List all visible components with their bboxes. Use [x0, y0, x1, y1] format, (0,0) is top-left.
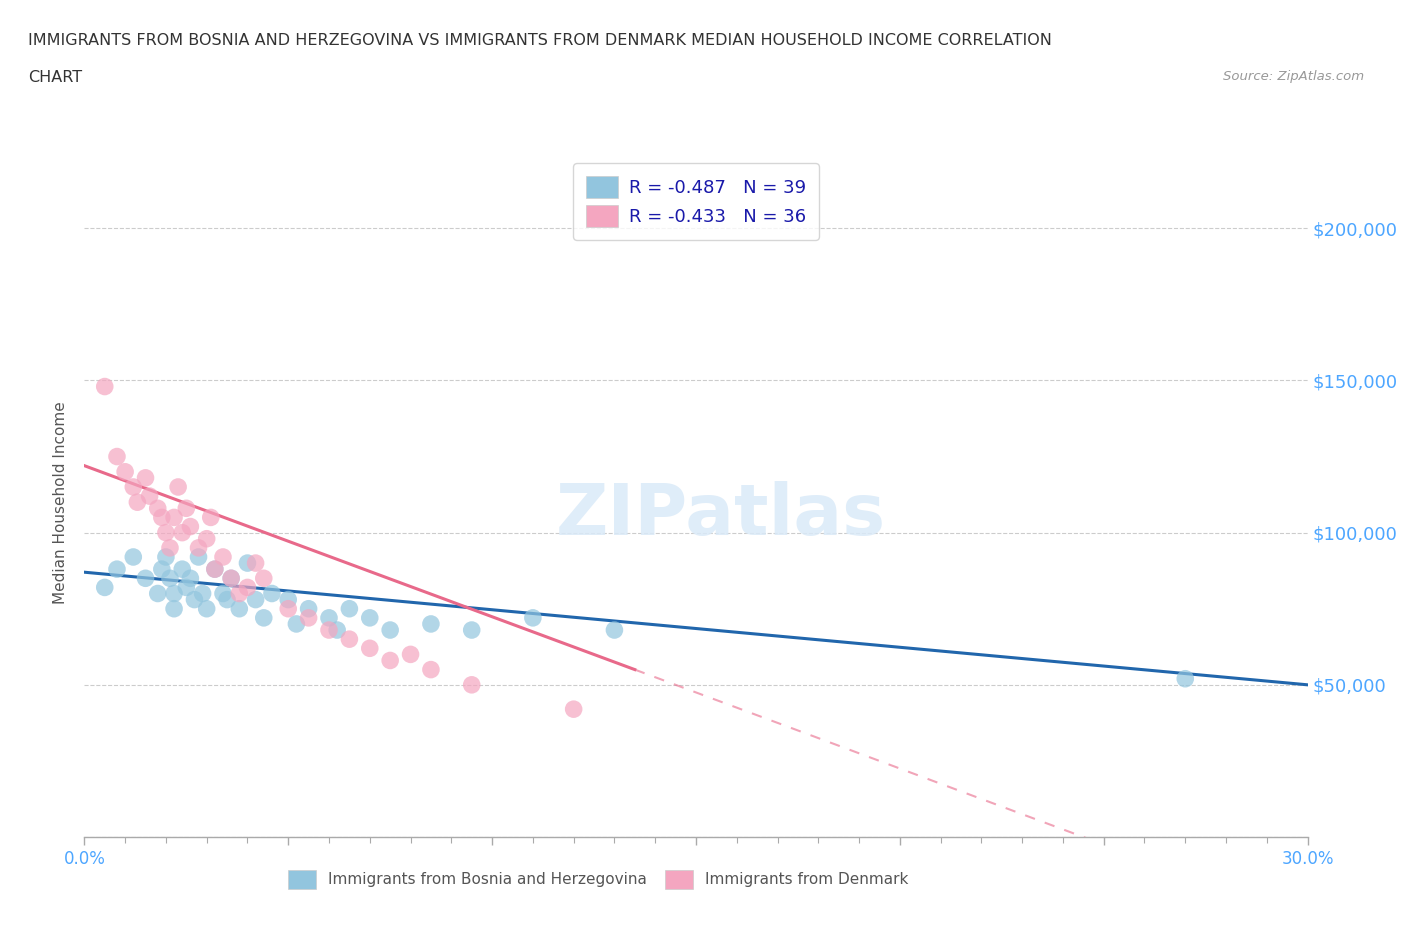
- Point: [163, 586, 186, 601]
- Point: [127, 495, 149, 510]
- Point: [245, 592, 267, 607]
- Point: [603, 622, 626, 637]
- Text: Source: ZipAtlas.com: Source: ZipAtlas.com: [1223, 70, 1364, 83]
- Point: [461, 677, 484, 692]
- Point: [380, 622, 402, 637]
- Text: IMMIGRANTS FROM BOSNIA AND HERZEGOVINA VS IMMIGRANTS FROM DENMARK MEDIAN HOUSEHO: IMMIGRANTS FROM BOSNIA AND HERZEGOVINA V…: [28, 33, 1052, 47]
- Point: [195, 531, 218, 546]
- Point: [236, 555, 259, 570]
- Point: [212, 586, 235, 601]
- Point: [219, 571, 242, 586]
- Point: [179, 571, 201, 586]
- Point: [105, 562, 128, 577]
- Point: [93, 580, 117, 595]
- Point: [522, 610, 544, 625]
- Point: [135, 471, 157, 485]
- Point: [191, 586, 214, 601]
- Point: [359, 610, 381, 625]
- Legend: Immigrants from Bosnia and Herzegovina, Immigrants from Denmark: Immigrants from Bosnia and Herzegovina, …: [280, 862, 915, 897]
- Point: [150, 510, 173, 525]
- Point: [253, 610, 276, 625]
- Y-axis label: Median Household Income: Median Household Income: [53, 401, 69, 604]
- Point: [217, 592, 239, 607]
- Point: [212, 550, 235, 565]
- Point: [461, 622, 484, 637]
- Point: [562, 702, 585, 717]
- Point: [122, 480, 145, 495]
- Point: [204, 562, 226, 577]
- Point: [298, 610, 321, 625]
- Point: [93, 379, 117, 394]
- Point: [176, 580, 198, 595]
- Point: [146, 586, 169, 601]
- Point: [420, 617, 443, 631]
- Text: CHART: CHART: [28, 70, 82, 85]
- Point: [219, 571, 242, 586]
- Point: [1174, 671, 1197, 686]
- Point: [277, 592, 299, 607]
- Text: ZIPatlas: ZIPatlas: [555, 481, 886, 550]
- Point: [163, 510, 186, 525]
- Point: [167, 480, 190, 495]
- Point: [155, 550, 177, 565]
- Point: [150, 562, 173, 577]
- Point: [399, 647, 422, 662]
- Point: [163, 602, 186, 617]
- Point: [228, 586, 250, 601]
- Point: [420, 662, 443, 677]
- Point: [176, 501, 198, 516]
- Point: [359, 641, 381, 656]
- Point: [204, 562, 226, 577]
- Point: [159, 540, 181, 555]
- Point: [228, 602, 250, 617]
- Point: [172, 562, 194, 577]
- Point: [159, 571, 181, 586]
- Point: [155, 525, 177, 540]
- Point: [138, 488, 160, 503]
- Point: [260, 586, 283, 601]
- Point: [187, 540, 209, 555]
- Point: [339, 631, 361, 646]
- Point: [318, 610, 340, 625]
- Point: [114, 464, 136, 479]
- Point: [253, 571, 276, 586]
- Point: [318, 622, 340, 637]
- Point: [146, 501, 169, 516]
- Point: [179, 519, 201, 534]
- Point: [326, 622, 349, 637]
- Point: [277, 602, 299, 617]
- Point: [236, 580, 259, 595]
- Point: [172, 525, 194, 540]
- Point: [187, 550, 209, 565]
- Point: [339, 602, 361, 617]
- Point: [183, 592, 205, 607]
- Point: [105, 449, 128, 464]
- Point: [200, 510, 222, 525]
- Point: [298, 602, 321, 617]
- Point: [380, 653, 402, 668]
- Point: [122, 550, 145, 565]
- Point: [135, 571, 157, 586]
- Point: [285, 617, 308, 631]
- Point: [245, 555, 267, 570]
- Point: [195, 602, 218, 617]
